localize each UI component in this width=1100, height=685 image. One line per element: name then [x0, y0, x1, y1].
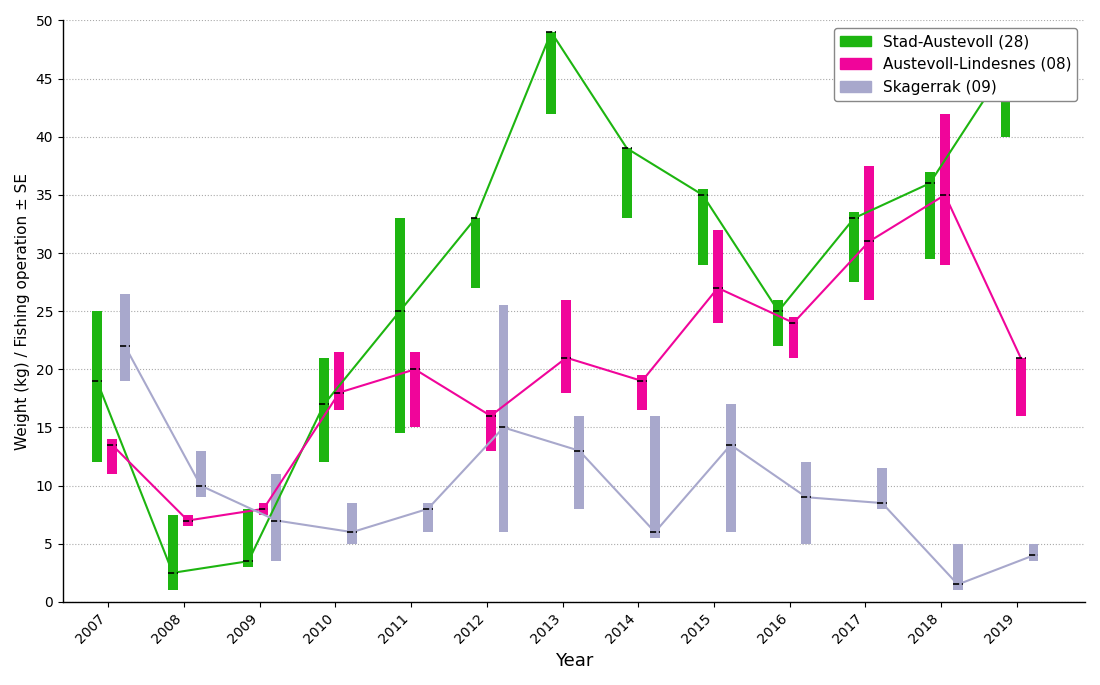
Bar — [1015, 358, 1025, 416]
Bar — [107, 439, 117, 474]
Bar — [865, 166, 874, 299]
Bar — [168, 514, 177, 590]
Y-axis label: Weight (kg) / Fishing operation ± SE: Weight (kg) / Fishing operation ± SE — [15, 173, 30, 449]
Bar — [471, 219, 481, 288]
Bar — [637, 375, 647, 410]
Bar — [422, 503, 432, 532]
Bar — [410, 352, 420, 427]
Bar — [877, 468, 887, 509]
Bar — [849, 212, 859, 282]
Bar — [1028, 544, 1038, 561]
Bar — [486, 410, 496, 451]
Bar — [258, 503, 268, 514]
Bar — [547, 32, 557, 114]
Bar — [183, 514, 192, 526]
Bar — [650, 416, 660, 538]
Bar — [773, 299, 783, 346]
Bar — [92, 311, 102, 462]
Bar — [574, 416, 584, 509]
X-axis label: Year: Year — [554, 652, 593, 670]
Bar — [925, 172, 935, 259]
Bar — [498, 306, 508, 532]
Bar — [940, 114, 950, 264]
Bar — [334, 352, 344, 410]
Bar — [789, 317, 799, 358]
Bar — [196, 451, 206, 497]
Bar — [319, 358, 329, 462]
Bar — [395, 219, 405, 434]
Bar — [953, 544, 962, 590]
Bar — [561, 299, 571, 393]
Bar — [697, 189, 707, 264]
Bar — [272, 474, 282, 561]
Bar — [120, 294, 130, 381]
Bar — [348, 503, 358, 544]
Legend: Stad-Austevoll (28), Austevoll-Lindesnes (08), Skagerrak (09): Stad-Austevoll (28), Austevoll-Lindesnes… — [834, 28, 1077, 101]
Bar — [1001, 55, 1011, 137]
Bar — [243, 509, 253, 567]
Bar — [802, 462, 812, 544]
Bar — [726, 404, 736, 532]
Bar — [713, 229, 723, 323]
Bar — [621, 149, 631, 219]
